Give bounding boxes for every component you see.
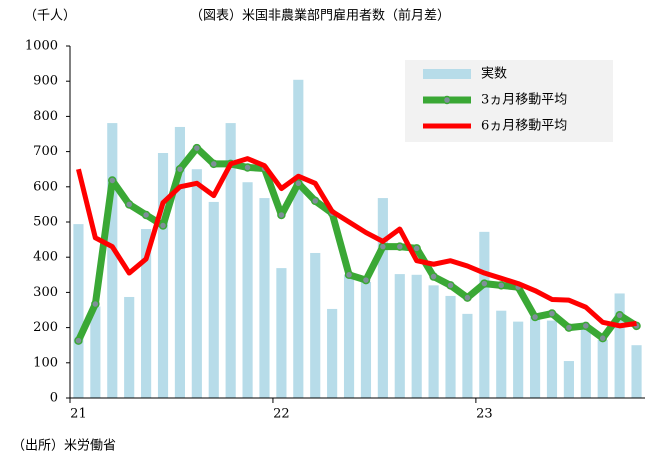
marker [158,221,168,230]
bar [157,153,169,398]
bar [107,123,118,398]
marker [564,323,574,332]
marker [310,196,320,206]
bar [462,313,473,398]
bar [343,274,355,398]
bar [141,229,152,398]
marker [108,176,117,185]
marker [175,164,185,174]
marker [277,210,286,220]
y-tick-label: 700 [33,144,58,159]
legend-marker [442,95,452,105]
bar [73,224,84,398]
marker [344,270,354,280]
bar [445,295,456,398]
x-tick-label: 22 [273,407,290,422]
marker [615,311,624,320]
marker [243,163,252,172]
marker [74,336,83,345]
chart-title: （図表）米国非農業部門雇用者数（前月差） [190,8,450,24]
bar [191,169,202,398]
bar [293,79,304,399]
bar [563,361,574,398]
marker [530,312,540,322]
marker [361,275,371,285]
y-tick-label: 300 [33,285,58,300]
marker [294,179,303,188]
y-axis-label: （千人） [24,9,76,24]
bar [479,231,490,398]
marker [480,279,489,288]
bar [496,310,507,398]
bar [174,126,185,399]
x-tick-label: 23 [476,407,493,422]
marker [124,200,134,209]
marker [598,333,607,343]
bar [614,293,625,398]
y-tick-label: 100 [33,355,58,370]
bar [530,317,541,398]
bar [631,345,642,398]
legend-swatch [423,69,471,79]
bar [580,327,591,398]
y-tick-label: 900 [33,74,58,89]
y-tick-label: 500 [33,215,58,230]
marker [581,321,591,331]
marker [192,143,202,153]
legend-label: 6ヵ月移動平均 [481,119,567,134]
legend-label: 実数 [481,66,507,82]
y-tick-label: 400 [33,250,58,265]
marker [209,159,218,169]
line [76,156,637,329]
bar [327,308,338,398]
bar [276,268,287,398]
bar [208,201,219,398]
bar [546,320,558,398]
y-tick-label: 1000 [25,39,58,54]
marker [412,244,421,253]
marker [395,242,405,251]
bar [360,281,372,398]
marker [91,299,100,309]
bar [394,274,405,398]
y-tick-label: 800 [33,109,58,124]
source: （出所）米労働省 [12,439,116,454]
bar [124,296,135,398]
bar [259,198,270,398]
marker [547,309,557,318]
marker [497,281,506,290]
x-tick-label: 21 [70,407,87,422]
bar [310,252,321,398]
marker [446,281,455,290]
bar [225,123,236,398]
legend-label: 3ヵ月移動平均 [481,93,567,108]
bar [90,306,101,398]
bar [513,321,524,398]
bar [411,274,422,398]
bar [428,285,439,398]
marker [463,293,472,302]
y-tick-label: 200 [33,320,58,335]
bar [242,182,253,398]
marker [141,210,151,220]
y-tick-label: 0 [50,391,58,406]
bar [377,198,388,398]
bar [597,339,608,398]
y-tick-label: 600 [33,179,58,194]
marker [429,272,438,281]
marker [378,242,388,251]
